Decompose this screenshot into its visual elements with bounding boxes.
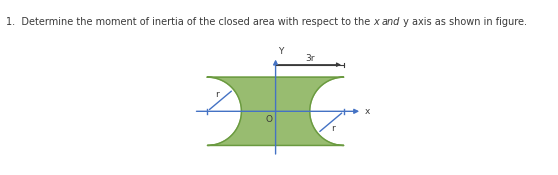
Text: r: r bbox=[331, 124, 335, 133]
Text: 3r: 3r bbox=[305, 54, 315, 63]
Text: 1.  Determine the moment of inertia of the closed area with respect to the: 1. Determine the moment of inertia of th… bbox=[6, 17, 373, 27]
Text: and: and bbox=[382, 17, 400, 27]
Text: x: x bbox=[364, 107, 370, 116]
Text: y axis as shown in figure.: y axis as shown in figure. bbox=[400, 17, 527, 27]
Polygon shape bbox=[208, 77, 344, 145]
Text: r: r bbox=[215, 90, 219, 99]
Text: O: O bbox=[265, 115, 272, 124]
Text: x: x bbox=[373, 17, 379, 27]
Text: Y: Y bbox=[278, 47, 283, 56]
